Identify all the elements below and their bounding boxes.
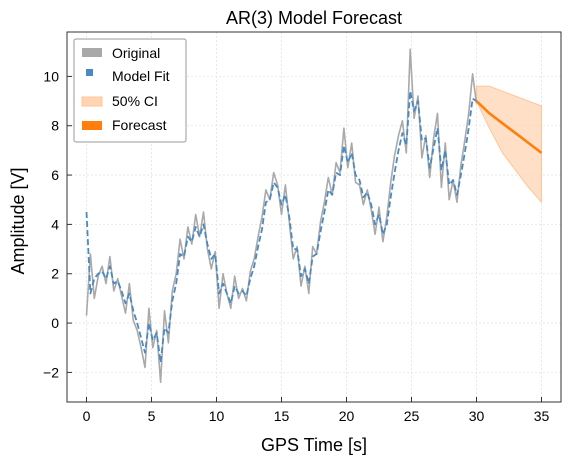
x-axis-ticks: 0 5 10 15 20 25 30 35: [83, 397, 550, 424]
y-tick-label: 8: [51, 118, 59, 134]
x-tick-label: 5: [148, 408, 156, 424]
x-tick-label: 25: [404, 408, 420, 424]
legend-box: [73, 38, 187, 143]
x-axis-label: GPS Time [s]: [261, 435, 367, 455]
x-tick-label: 0: [83, 408, 91, 424]
series-layer: [85, 48, 543, 384]
y-tick-label: 2: [51, 266, 59, 282]
legend-label-forecast: Forecast: [112, 117, 167, 133]
legend-swatch-ci: [81, 96, 103, 107]
y-tick-label: 4: [51, 216, 59, 232]
x-tick-label: 35: [534, 408, 550, 424]
x-tick-label: 20: [339, 408, 355, 424]
legend-swatch-forecast: [82, 121, 102, 130]
legend-swatch-original: [82, 48, 102, 57]
y-tick-label: −2: [43, 364, 59, 380]
chart-title: AR(3) Model Forecast: [226, 8, 402, 28]
legend-label-model-fit: Model Fit: [112, 68, 170, 84]
legend: Original Model Fit 50% CI Forecast: [73, 38, 187, 143]
y-axis-ticks: −2 0 2 4 6 8 10: [43, 68, 72, 380]
y-axis-label: Amplitude [V]: [8, 167, 28, 274]
x-tick-label: 15: [274, 408, 290, 424]
legend-label-original: Original: [112, 45, 160, 61]
y-tick-label: 6: [51, 167, 59, 183]
forecast-line: [475, 100, 543, 154]
legend-swatch-model-fit: [86, 69, 93, 76]
model-fit-line: [85, 90, 477, 364]
legend-label-ci: 50% CI: [112, 93, 158, 109]
x-tick-label: 10: [209, 408, 225, 424]
plot-frame: [66, 31, 562, 403]
x-tick-label: 30: [469, 408, 485, 424]
y-tick-label: 0: [51, 315, 59, 331]
y-tick-label: 10: [43, 68, 59, 84]
